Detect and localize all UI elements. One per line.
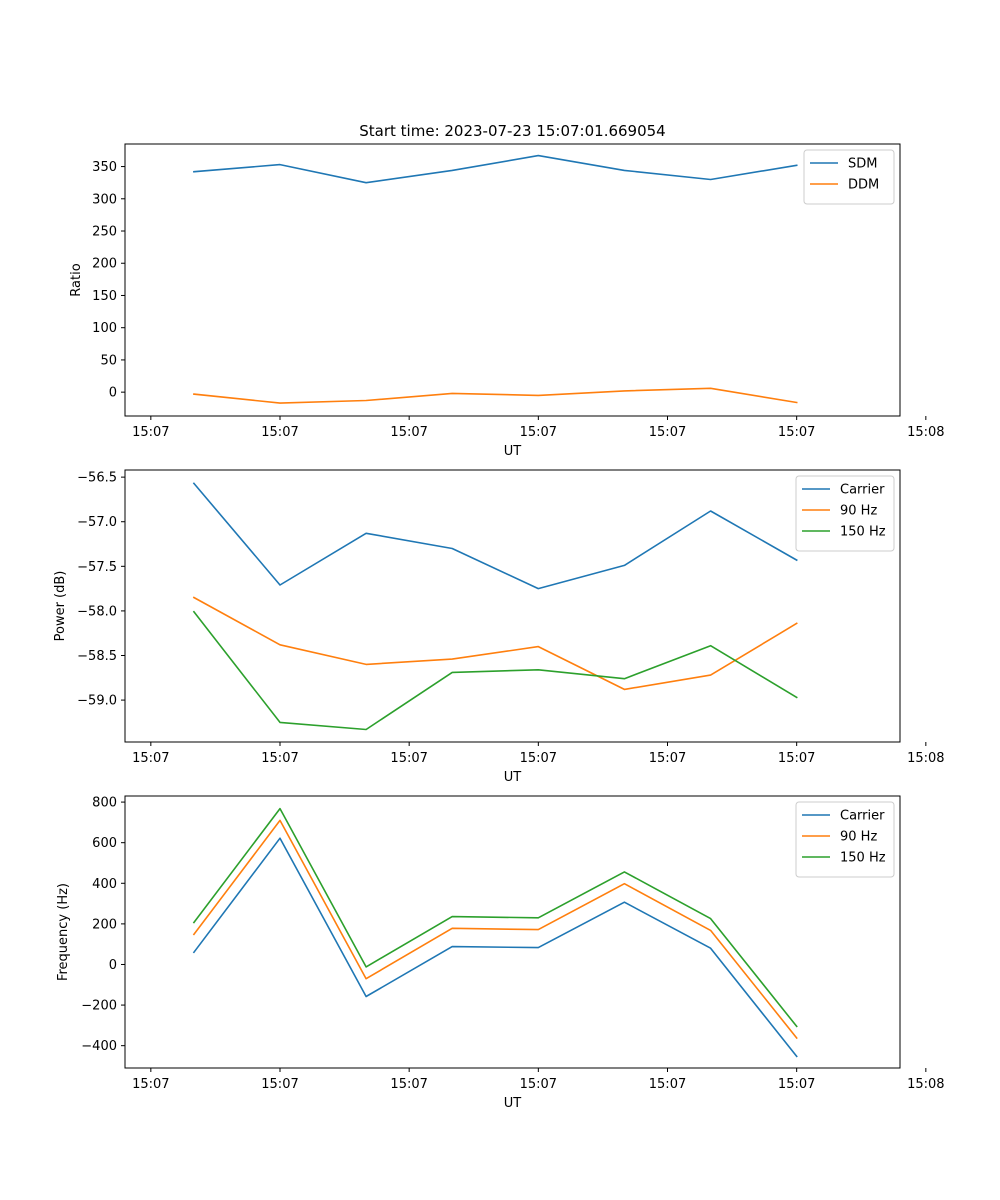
axes-frame bbox=[124, 795, 901, 1069]
legend: Carrier 90 Hz 150 Hz bbox=[795, 801, 895, 878]
legend-label: SDM bbox=[848, 157, 877, 172]
y-tick-label: −400 bbox=[81, 1039, 117, 1054]
y-tick-label: 150 bbox=[92, 289, 117, 304]
subplot-2: 15:07 15:07 15:07 15:07 15:07 15:07 15:08 −59.0… bbox=[53, 469, 945, 785]
y-tick-label: −59.0 bbox=[77, 694, 117, 709]
x-axis-label: UT bbox=[504, 1096, 522, 1111]
y-tick-label: 200 bbox=[92, 257, 117, 272]
y-tick-label: −57.5 bbox=[77, 560, 117, 575]
x-tick-label: 15:07 bbox=[261, 425, 298, 440]
x-tick-label: 15:07 bbox=[778, 1077, 815, 1092]
legend-box bbox=[795, 475, 895, 552]
series-line-carrier bbox=[192, 482, 798, 590]
legend: SDM DDM bbox=[803, 149, 895, 205]
y-axis-label: Ratio bbox=[69, 263, 84, 296]
legend-label: Carrier bbox=[840, 483, 885, 498]
x-tick-label: 15:07 bbox=[261, 1077, 298, 1092]
y-tick-label: 400 bbox=[92, 877, 117, 892]
subplot-3: 15:07 15:07 15:07 15:07 15:07 15:07 15:08 −400 −… bbox=[56, 795, 945, 1111]
x-tick-label: 15:07 bbox=[390, 1077, 427, 1092]
x-tick-label: 15:08 bbox=[907, 1077, 944, 1092]
y-tick-label: 800 bbox=[92, 796, 117, 811]
series-line-90-hz bbox=[192, 596, 798, 691]
y-tick-label: −56.5 bbox=[77, 471, 117, 486]
x-tick-label: 15:07 bbox=[261, 751, 298, 766]
series-line-150-hz bbox=[192, 610, 798, 731]
y-tick-label: 250 bbox=[92, 225, 117, 240]
x-tick-label: 15:07 bbox=[132, 1077, 169, 1092]
subplot-1: Start time: 2023-07-23 15:07:01.669054 15… bbox=[69, 122, 945, 459]
x-tick-label: 15:07 bbox=[390, 751, 427, 766]
y-tick-label: 600 bbox=[92, 836, 117, 851]
y-tick-label: 0 bbox=[109, 386, 117, 401]
x-tick-label: 15:07 bbox=[132, 425, 169, 440]
y-tick-label: −58.0 bbox=[77, 604, 117, 619]
x-tick-label: 15:07 bbox=[520, 751, 557, 766]
x-tick-label: 15:07 bbox=[649, 425, 686, 440]
legend-label: 150 Hz bbox=[840, 525, 886, 540]
y-tick-label: 350 bbox=[92, 160, 117, 175]
legend-label: 90 Hz bbox=[840, 504, 877, 519]
legend: Carrier 90 Hz 150 Hz bbox=[795, 475, 895, 552]
legend-label: 150 Hz bbox=[840, 851, 886, 866]
y-axis-label: Frequency (Hz) bbox=[56, 883, 71, 981]
x-tick-label: 15:07 bbox=[649, 1077, 686, 1092]
y-tick-label: 100 bbox=[92, 321, 117, 336]
x-tick-label: 15:07 bbox=[778, 425, 815, 440]
x-tick-label: 15:08 bbox=[907, 751, 944, 766]
legend-box bbox=[795, 801, 895, 878]
series-line-90-hz bbox=[192, 819, 798, 1040]
y-tick-label: 50 bbox=[100, 353, 117, 368]
x-tick-label: 15:08 bbox=[907, 425, 944, 440]
x-tick-label: 15:07 bbox=[520, 1077, 557, 1092]
axes-frame bbox=[124, 143, 901, 417]
chart-title: Start time: 2023-07-23 15:07:01.669054 bbox=[359, 122, 665, 140]
series-line-150-hz bbox=[192, 807, 798, 1028]
series-line-sdm bbox=[193, 154, 798, 184]
x-tick-label: 15:07 bbox=[649, 751, 686, 766]
y-tick-label: −58.5 bbox=[77, 649, 117, 664]
series-line-carrier bbox=[192, 837, 798, 1058]
y-tick-label: 200 bbox=[92, 917, 117, 932]
legend-label: Carrier bbox=[840, 809, 885, 824]
x-tick-label: 15:07 bbox=[390, 425, 427, 440]
y-tick-label: 300 bbox=[92, 192, 117, 207]
axes-frame bbox=[124, 469, 901, 743]
x-axis-label: UT bbox=[504, 770, 522, 785]
legend-label: DDM bbox=[848, 178, 879, 193]
x-tick-label: 15:07 bbox=[778, 751, 815, 766]
x-tick-label: 15:07 bbox=[520, 425, 557, 440]
x-tick-label: 15:07 bbox=[132, 751, 169, 766]
series-line-ddm bbox=[193, 387, 798, 404]
x-axis-label: UT bbox=[504, 444, 522, 459]
y-tick-label: 0 bbox=[109, 958, 117, 973]
legend-label: 90 Hz bbox=[840, 830, 877, 845]
y-tick-label: −57.0 bbox=[77, 515, 117, 530]
y-tick-label: −200 bbox=[81, 999, 117, 1014]
y-axis-label: Power (dB) bbox=[53, 571, 68, 642]
